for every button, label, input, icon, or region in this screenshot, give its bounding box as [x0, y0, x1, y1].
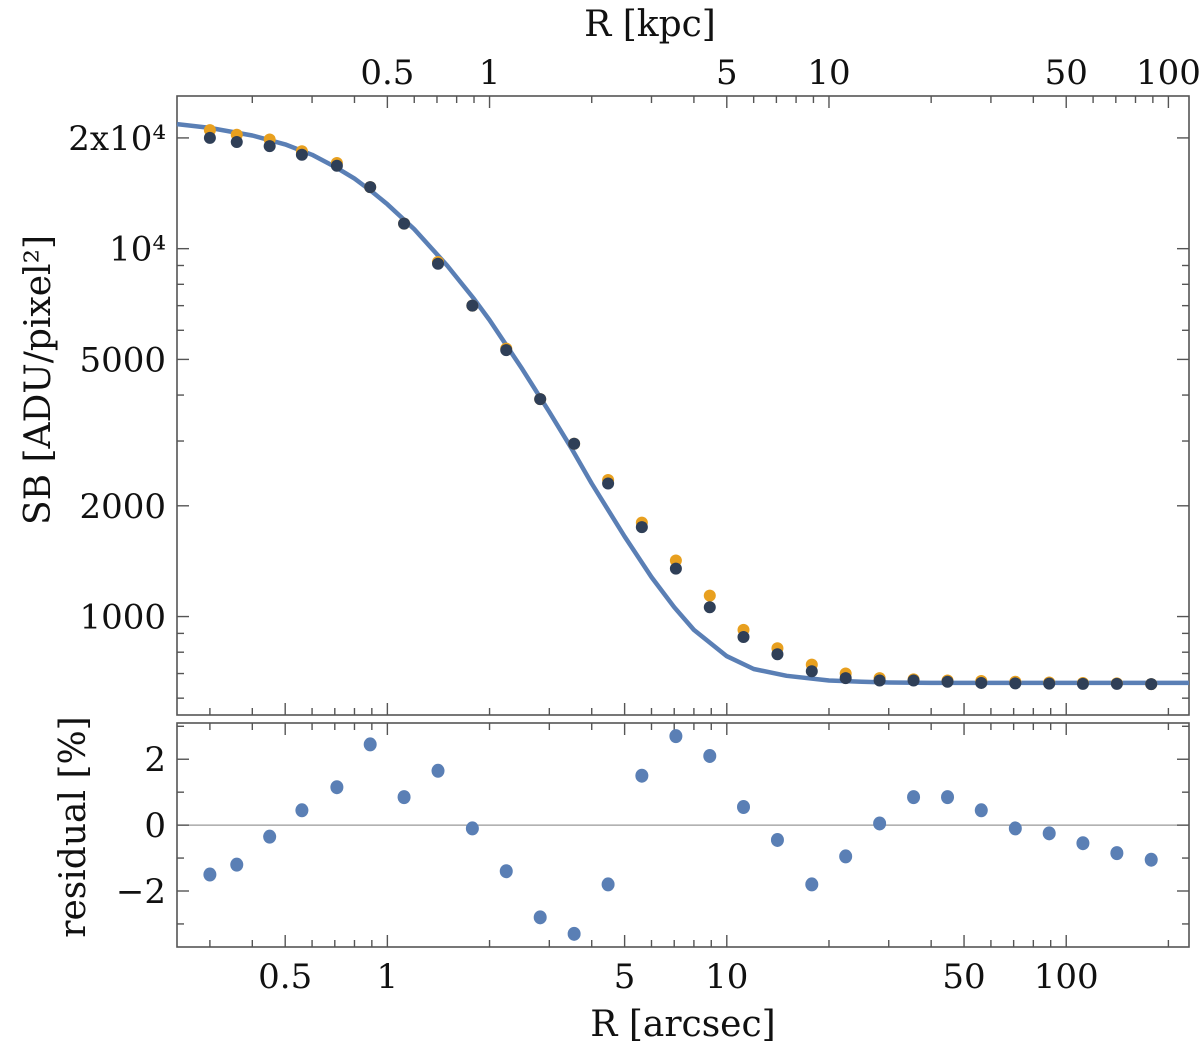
- top-axis-title: R [kpc]: [584, 4, 716, 45]
- x-tick-label: 10: [705, 957, 748, 997]
- data-point-b: [907, 674, 920, 687]
- data-point-b: [466, 299, 479, 312]
- data-point-b: [534, 393, 547, 406]
- residual-point: [533, 910, 547, 925]
- top-tick-label: 50: [1045, 53, 1088, 93]
- residual-y-tick-label: 2: [144, 740, 166, 780]
- data-point-a: [703, 589, 716, 602]
- data-point-b: [398, 217, 411, 230]
- residual-point: [805, 877, 819, 892]
- residual-point: [363, 737, 377, 752]
- residual-point: [330, 780, 344, 795]
- top-tick-label: 0.5: [360, 53, 414, 93]
- residual-point: [567, 926, 581, 941]
- y-tick-label: 1000: [79, 598, 166, 638]
- residual-point: [974, 803, 988, 818]
- residual-panel-frame: [176, 722, 1190, 948]
- axis-ticks: [177, 96, 1189, 947]
- residual-point: [203, 867, 217, 882]
- data-point-b: [1076, 677, 1089, 690]
- data-point-b: [1043, 677, 1056, 690]
- main-panel-frame: [176, 95, 1190, 716]
- data-point-b: [203, 131, 216, 144]
- y-tick-label: 10⁴: [109, 230, 166, 270]
- residual-y-tick-label: 0: [144, 806, 166, 846]
- top-tick-label: 1: [479, 53, 501, 93]
- residual-point: [941, 790, 955, 805]
- bottom-axis-title: R [arcsec]: [590, 1004, 775, 1045]
- top-tick-label: 10: [807, 53, 850, 93]
- data-point-b: [635, 521, 648, 534]
- main-y-axis-title: SB [ADU/pixel²]: [18, 235, 59, 525]
- residual-point: [465, 821, 479, 836]
- residual-point: [1110, 846, 1124, 861]
- data-point-b: [568, 437, 581, 450]
- tick-labels: 0.5 1 5 10 50 100 0.5 1 5 10 50 100 1000 2000 5000 10⁴ 2…: [68, 53, 1200, 997]
- data-point-b: [230, 135, 243, 148]
- residual-point: [431, 763, 445, 778]
- residual-point: [635, 768, 649, 783]
- x-tick-label: 100: [1034, 957, 1099, 997]
- y-tick-label: 2x10⁴: [68, 119, 166, 159]
- residual-point: [873, 816, 887, 831]
- residual-point: [230, 857, 244, 872]
- data-point-b: [873, 674, 886, 687]
- residual-point: [1042, 826, 1056, 841]
- data-point-b: [669, 562, 682, 575]
- residual-y-tick-label: −2: [116, 872, 166, 912]
- residual-point: [703, 748, 717, 763]
- data-point-b: [263, 140, 276, 153]
- top-tick-label: 100: [1136, 53, 1200, 93]
- y-tick-label: 5000: [79, 340, 166, 380]
- residual-point: [601, 877, 615, 892]
- residual-points: [203, 729, 1158, 941]
- data-point-b: [703, 601, 716, 614]
- data-point-b: [975, 676, 988, 689]
- x-tick-label: 0.5: [258, 957, 312, 997]
- data-point-b: [771, 648, 784, 661]
- data-point-b: [364, 181, 377, 194]
- data-points: [203, 124, 1158, 691]
- residual-point: [1008, 821, 1022, 836]
- data-point-b: [330, 159, 343, 172]
- residual-y-axis-title: residual [%]: [53, 716, 94, 937]
- data-point-b: [941, 675, 954, 688]
- data-point-b: [500, 344, 513, 357]
- residual-point: [907, 790, 921, 805]
- data-point-b: [737, 630, 750, 643]
- data-point-b: [295, 148, 308, 161]
- residual-point: [499, 864, 513, 879]
- residual-point: [770, 832, 784, 847]
- residual-point: [295, 803, 309, 818]
- data-point-b: [1110, 677, 1123, 690]
- data-point-b: [1009, 677, 1022, 690]
- data-point-b: [1145, 678, 1158, 691]
- residual-point: [397, 790, 411, 805]
- residual-point: [1144, 852, 1158, 867]
- residual-point: [263, 829, 277, 844]
- data-point-b: [602, 477, 615, 490]
- data-point-b: [805, 665, 818, 678]
- y-tick-label: 2000: [79, 487, 166, 527]
- residual-point: [839, 849, 853, 864]
- x-tick-label: 5: [614, 957, 636, 997]
- model-curve: [176, 121, 1189, 686]
- data-point-b: [839, 672, 852, 685]
- residual-point: [669, 729, 683, 744]
- residual-point: [1076, 836, 1090, 851]
- model-line: [176, 121, 1189, 686]
- residual-point: [737, 800, 751, 814]
- data-point-b: [432, 257, 445, 270]
- x-tick-label: 50: [942, 957, 985, 997]
- x-tick-label: 1: [377, 957, 399, 997]
- top-tick-label: 5: [716, 53, 738, 93]
